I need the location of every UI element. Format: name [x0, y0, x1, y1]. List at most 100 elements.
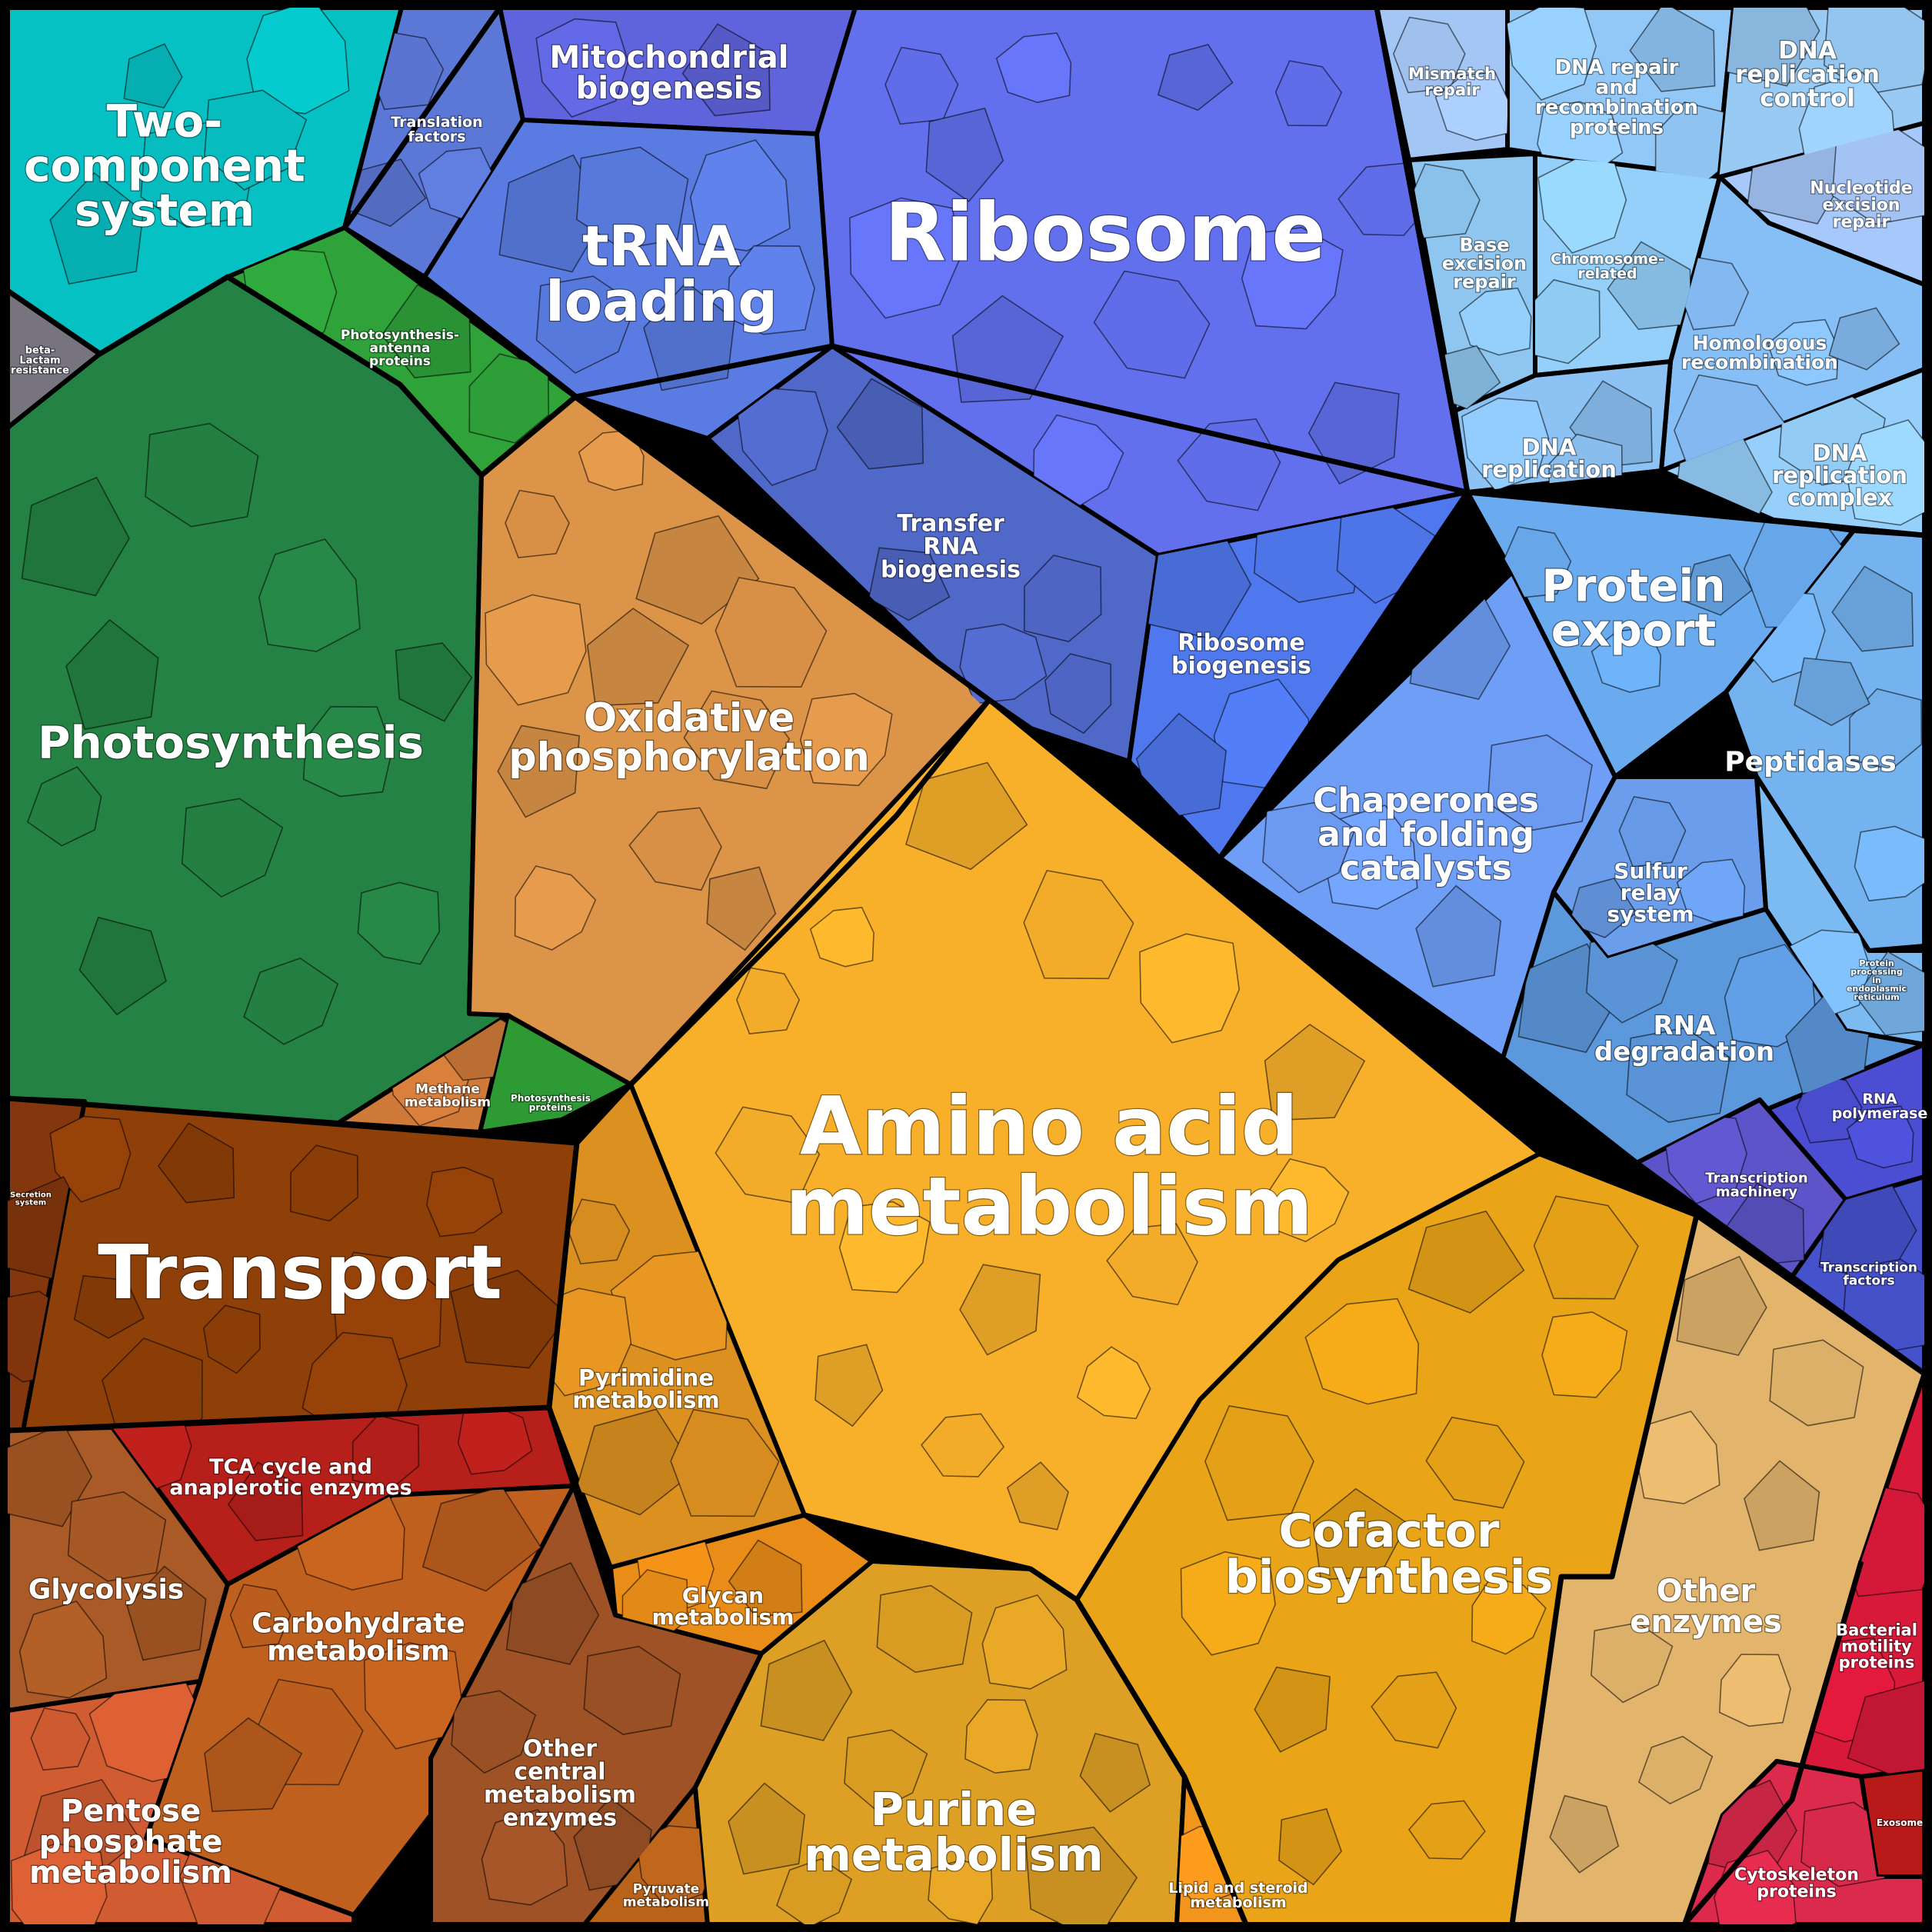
region-texture-oxidative-phosphorylation: [485, 429, 893, 951]
region-texture-amino-acid: [715, 761, 1366, 1531]
label-exosome: Exosome: [1877, 1817, 1923, 1828]
protein-cell: [1076, 1346, 1151, 1420]
label-transfer-rna-biogenesis: Transfer RNA biogenesis: [881, 511, 1021, 584]
label-protein-processing-er: Protein processing in endoplasmic reticulum: [1847, 958, 1907, 1002]
protein-cell: [1683, 554, 1754, 616]
label-transport: Transport: [98, 1229, 502, 1316]
region-texture-glycan: [621, 1532, 803, 1644]
label-chromosome-related: Chromosome-related: [1551, 251, 1664, 282]
protein-cell: [1204, 1405, 1314, 1521]
protein-cell: [1846, 419, 1924, 526]
label-pyrimidine: Pyrimidine metabolism: [572, 1365, 719, 1414]
protein-cell: [145, 422, 259, 528]
region-texture-tca-cycle: [112, 1407, 533, 1541]
protein-cell: [844, 1729, 928, 1812]
protein-cell: [1591, 627, 1662, 693]
label-cofactor: Cofactor biosynthesis: [1225, 1504, 1553, 1604]
protein-cell: [849, 197, 961, 319]
protein-cell: [258, 538, 361, 652]
label-rna-polymerase: RNA polymerase: [1832, 1091, 1928, 1122]
label-carbohydrate: Carbohydrate metabolism: [251, 1608, 465, 1667]
label-other-enzymes: Other enzymes: [1630, 1574, 1782, 1640]
protein-cell: [628, 807, 722, 891]
label-tca-cycle: TCA cycle and anaplerotic enzymes: [169, 1455, 411, 1500]
region-texture-photosynthesis-antenna: [242, 248, 550, 444]
region-texture-trna-loading: [498, 139, 815, 391]
region-texture-purine: [728, 1584, 1151, 1924]
protein-cell: [728, 1782, 806, 1875]
protein-cell: [65, 618, 159, 731]
protein-cell: [1268, 1158, 1350, 1243]
region-texture-other-central: [451, 1561, 681, 1906]
label-beta-lactam: beta-Lactam resistance: [11, 345, 69, 377]
protein-cell: [868, 547, 951, 621]
region-texture-dna-replication: [1461, 380, 1653, 492]
protein-cell: [1139, 933, 1241, 1044]
protein-cell: [1458, 287, 1532, 356]
protein-cell: [1487, 734, 1593, 831]
protein-cell: [10, 1842, 108, 1924]
protein-cell: [1541, 1311, 1628, 1398]
protein-cell: [1854, 825, 1924, 902]
label-purine: Purine metabolism: [804, 1783, 1103, 1881]
label-homologous-recombination: Homologous recombination: [1681, 331, 1838, 373]
protein-cell: [49, 1115, 132, 1203]
protein-cell: [181, 798, 284, 898]
label-pyruvate: Pyruvate metabolism: [623, 1881, 709, 1910]
protein-cell: [1407, 1210, 1525, 1314]
protein-cell: [505, 1561, 600, 1665]
label-cytoskeleton: Cytoskeleton proteins: [1734, 1866, 1859, 1902]
label-ribosome: Ribosome: [884, 185, 1326, 279]
label-dna-repair: DNA repair and recombination proteins: [1535, 56, 1698, 139]
protein-cell: [836, 378, 924, 470]
protein-cell: [1241, 226, 1344, 330]
protein-cell: [1425, 1416, 1525, 1509]
protein-cell: [535, 275, 637, 375]
protein-cell: [706, 866, 777, 951]
protein-cell: [1591, 1622, 1674, 1704]
group-boundary: [1682, 1213, 1926, 1927]
label-ribosome-biogenesis: Ribosome biogenesis: [1171, 630, 1311, 680]
protein-cell: [1312, 1487, 1409, 1581]
protein-cell: [959, 623, 1048, 705]
protein-cell: [505, 489, 570, 558]
protein-cell: [468, 353, 550, 444]
region-texture-pyruvate: [636, 1825, 708, 1908]
label-photosynthesis-antenna: Photosynthesis-antenna proteins: [341, 328, 459, 369]
protein-cell: [1371, 1671, 1457, 1749]
label-nucleotide-excision-repair: Nucleotide excision repair: [1810, 179, 1912, 232]
protein-cell: [838, 1201, 931, 1294]
protein-cell: [1794, 657, 1870, 727]
protein-cell: [799, 692, 893, 787]
protein-cell: [1533, 1195, 1639, 1300]
protein-cell: [726, 245, 815, 335]
protein-cell: [715, 1106, 821, 1204]
region-texture-transport: [49, 1115, 569, 1431]
region-texture-rna-polymerase: [1796, 1073, 1914, 1169]
protein-cell: [1796, 1073, 1863, 1144]
region-texture-mitochondrial-biogenesis: [535, 18, 771, 118]
protein-cell: [643, 281, 735, 391]
protein-cell: [1507, 8, 1597, 101]
protein-cell: [78, 916, 167, 1016]
protein-cell: [204, 89, 308, 191]
protein-cell: [1079, 1732, 1151, 1813]
protein-cell: [1415, 884, 1502, 988]
region-texture-chromosome-related: [1535, 158, 1692, 365]
protein-cell: [395, 642, 473, 722]
label-sulfur-relay: Sulfur relay system: [1607, 858, 1694, 927]
protein-cell: [1023, 870, 1134, 980]
protein-cell: [578, 429, 645, 491]
protein-cell: [760, 1639, 853, 1741]
protein-cell: [736, 967, 801, 1034]
protein-cell: [481, 1809, 568, 1906]
protein-cell: [809, 907, 874, 968]
label-chaperones: Chaperones and folding catalysts: [1313, 781, 1539, 888]
label-trna-loading: tRNA loading: [545, 214, 778, 334]
protein-cell: [421, 1486, 542, 1592]
protein-cell: [381, 284, 471, 378]
group-boundary: [988, 698, 1927, 1376]
protein-cell: [457, 1407, 533, 1475]
label-methane-metabolism: Methane metabolism: [405, 1082, 491, 1111]
protein-cell: [73, 1274, 145, 1339]
